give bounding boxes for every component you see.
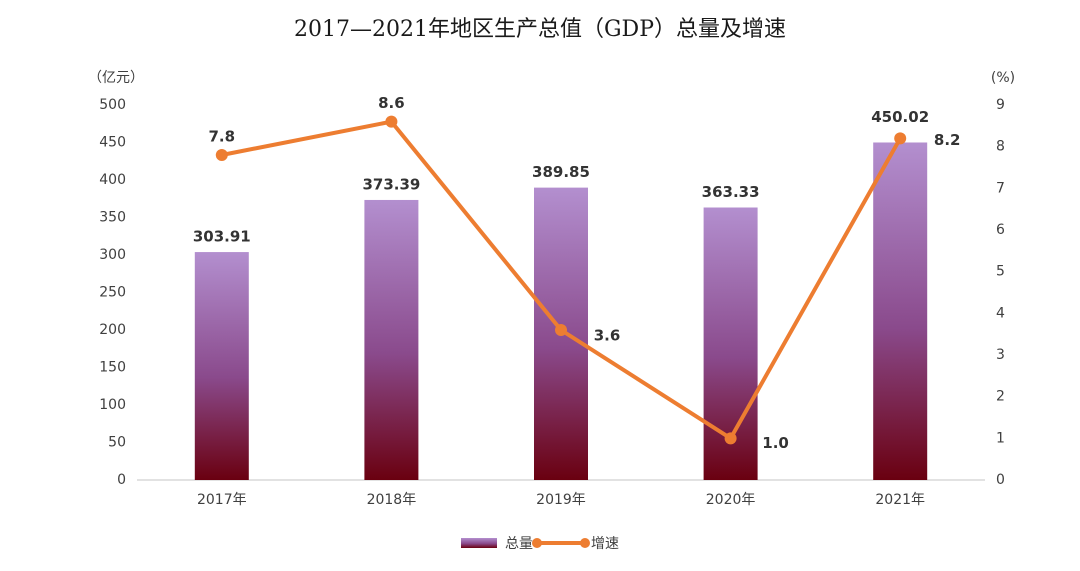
y-tick-label: 0 <box>117 472 126 488</box>
y-tick-label: 50 <box>108 435 126 451</box>
line-value-label: 8.2 <box>934 131 961 149</box>
legend-marker <box>532 538 542 548</box>
y2-tick-label: 8 <box>996 139 1005 155</box>
y2-tick-label: 5 <box>996 264 1005 280</box>
legend-label: 总量 <box>505 536 533 552</box>
y2-tick-label: 1 <box>996 430 1005 446</box>
y-tick-label: 350 <box>99 210 126 226</box>
y2-tick-label: 7 <box>996 180 1005 196</box>
y-tick-label: 150 <box>99 360 126 376</box>
bar <box>873 142 928 481</box>
y2-tick-label: 0 <box>996 472 1005 488</box>
bar <box>364 199 419 480</box>
x-tick-label: 2021年 <box>875 492 925 508</box>
y2-axis-label: (%) <box>991 70 1015 86</box>
legend-marker <box>580 538 590 548</box>
x-tick-label: 2020年 <box>706 492 756 508</box>
line-value-label: 3.6 <box>594 327 621 345</box>
y-tick-label: 450 <box>99 135 126 151</box>
y2-tick-label: 3 <box>996 347 1005 363</box>
line-marker <box>215 149 228 161</box>
y-tick-label: 200 <box>99 322 126 338</box>
y-tick-label: 250 <box>99 285 126 301</box>
chart-title: 2017—2021年地区生产总值（GDP）总量及增速 <box>294 17 786 42</box>
line-marker <box>385 115 398 128</box>
bar-value-label: 303.91 <box>193 228 251 246</box>
y-tick-label: 400 <box>99 172 126 188</box>
line-value-label: 7.8 <box>209 128 236 146</box>
x-tick-label: 2019年 <box>536 492 586 508</box>
bar-value-label: 373.39 <box>362 175 420 193</box>
line-marker <box>724 432 737 445</box>
bar-value-label: 389.85 <box>532 163 590 181</box>
x-tick-label: 2018年 <box>367 492 417 508</box>
y-axis-label: （亿元） <box>88 70 144 86</box>
y-tick-label: 500 <box>99 97 126 113</box>
y2-tick-label: 2 <box>996 389 1005 405</box>
bar-value-label: 363.33 <box>702 183 760 201</box>
line-value-label: 1.0 <box>762 434 789 452</box>
y-tick-label: 300 <box>99 247 126 263</box>
x-tick-label: 2017年 <box>197 492 247 508</box>
line-value-label: 8.6 <box>378 94 405 112</box>
legend-swatch <box>461 538 497 548</box>
bar <box>194 252 249 480</box>
y2-tick-label: 4 <box>996 305 1005 321</box>
line-marker <box>894 132 907 145</box>
legend-label: 增速 <box>591 536 619 552</box>
y2-tick-label: 9 <box>996 97 1005 113</box>
y2-tick-label: 6 <box>996 222 1005 238</box>
bar-value-label: 450.02 <box>871 108 929 126</box>
line-marker <box>555 324 567 336</box>
y-tick-label: 100 <box>99 397 126 413</box>
